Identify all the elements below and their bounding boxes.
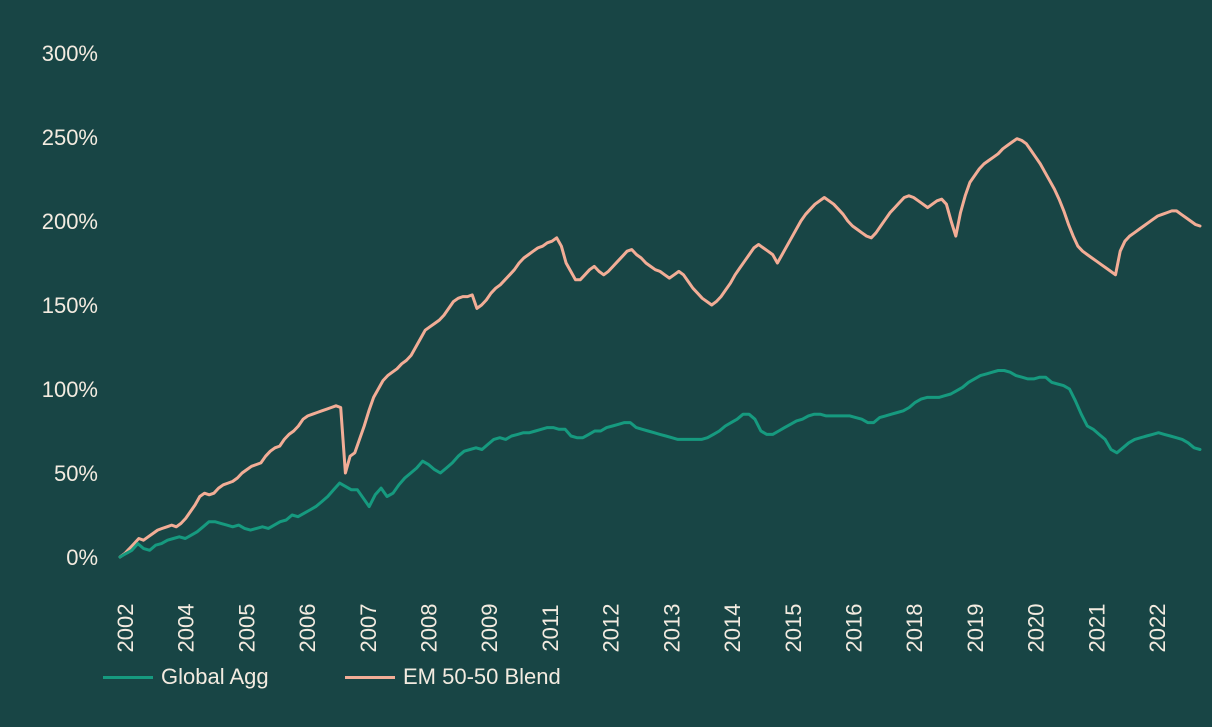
y-tick-label: 200%: [42, 209, 98, 234]
x-tick-label: 2009: [477, 604, 502, 653]
x-tick-label: 2004: [174, 604, 199, 653]
x-tick-label: 2006: [295, 604, 320, 653]
x-tick-label: 2020: [1024, 604, 1049, 653]
y-tick-label: 50%: [54, 461, 98, 486]
y-tick-label: 300%: [42, 41, 98, 66]
x-tick-label: 2022: [1145, 604, 1170, 653]
legend-swatch-global-agg: [103, 675, 153, 679]
series-line-global-agg: [118, 369, 1202, 559]
x-tick-label: 2015: [781, 604, 806, 653]
x-tick-label: 2002: [113, 604, 138, 653]
x-tick-label: 2005: [234, 604, 259, 653]
x-tick-label: 2007: [356, 604, 381, 653]
legend-label-em-blend: EM 50-50 Blend: [403, 664, 561, 689]
y-tick-label: 250%: [42, 125, 98, 150]
y-axis: 0% 50% 100% 150% 200% 250% 300%: [42, 41, 98, 570]
x-tick-label: 2018: [902, 604, 927, 653]
x-tick-label: 2016: [841, 604, 866, 653]
legend-item-em-blend: EM 50-50 Blend: [345, 664, 561, 690]
x-tick-label: 2012: [599, 604, 624, 653]
y-tick-label: 100%: [42, 377, 98, 402]
y-tick-label: 150%: [42, 293, 98, 318]
x-tick-label: 2008: [417, 604, 442, 653]
x-tick-label: 2013: [659, 604, 684, 653]
series-layer: [118, 137, 1202, 559]
legend-item-global-agg: Global Agg: [103, 664, 269, 690]
legend-label-global-agg: Global Agg: [161, 664, 269, 689]
x-axis: 2002 2004 2005 2006 2007 2008 2009 2011 2012 2013…: [113, 604, 1170, 653]
x-tick-label: 2019: [963, 604, 988, 653]
x-tick-label: 2021: [1084, 604, 1109, 653]
x-tick-label: 2014: [720, 604, 745, 653]
x-tick-label: 2011: [538, 604, 563, 651]
y-tick-label: 0%: [66, 545, 98, 570]
legend-swatch-em-blend: [345, 675, 395, 679]
series-line-em-blend: [118, 137, 1202, 559]
